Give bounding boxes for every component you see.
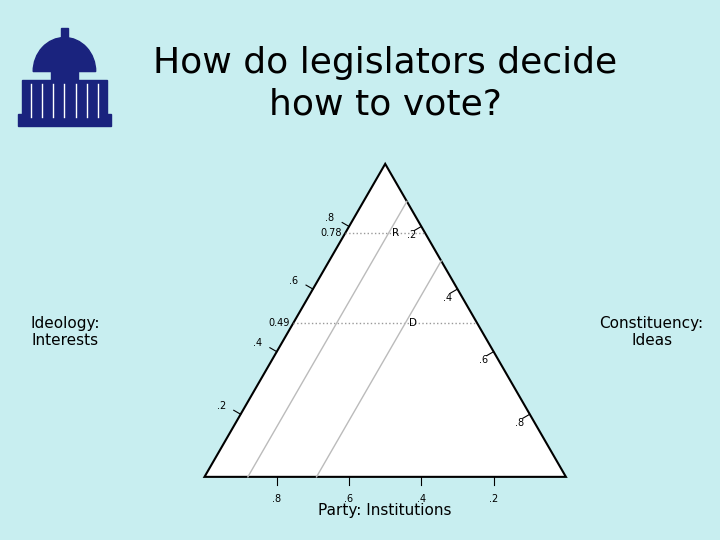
Text: .4: .4 [253, 338, 262, 348]
Text: Party: Institutions: Party: Institutions [318, 503, 452, 518]
Text: .2: .2 [217, 401, 226, 411]
Text: Ideology:
Interests: Ideology: Interests [30, 316, 99, 348]
Text: Constituency:
Ideas: Constituency: Ideas [600, 316, 703, 348]
Text: 0.78: 0.78 [320, 228, 342, 238]
Text: .6: .6 [289, 275, 298, 286]
Text: 0.49: 0.49 [268, 319, 289, 328]
Text: R: R [392, 228, 400, 238]
Text: .4: .4 [417, 494, 426, 504]
Text: .6: .6 [344, 494, 354, 504]
Bar [61, 28, 68, 37]
Bar [51, 69, 78, 84]
Text: .8: .8 [272, 494, 282, 504]
Wedge shape [33, 37, 96, 71]
Text: .2: .2 [407, 230, 416, 240]
Text: .8: .8 [515, 418, 524, 428]
Bar [22, 80, 107, 117]
Text: .4: .4 [443, 293, 452, 302]
Text: .2: .2 [489, 494, 498, 504]
Text: How do legislators decide
how to vote?: How do legislators decide how to vote? [153, 46, 617, 122]
Polygon shape [204, 164, 566, 477]
Text: .6: .6 [479, 355, 488, 365]
Bar [17, 114, 112, 126]
Text: .8: .8 [325, 213, 334, 223]
Text: D: D [409, 319, 417, 328]
